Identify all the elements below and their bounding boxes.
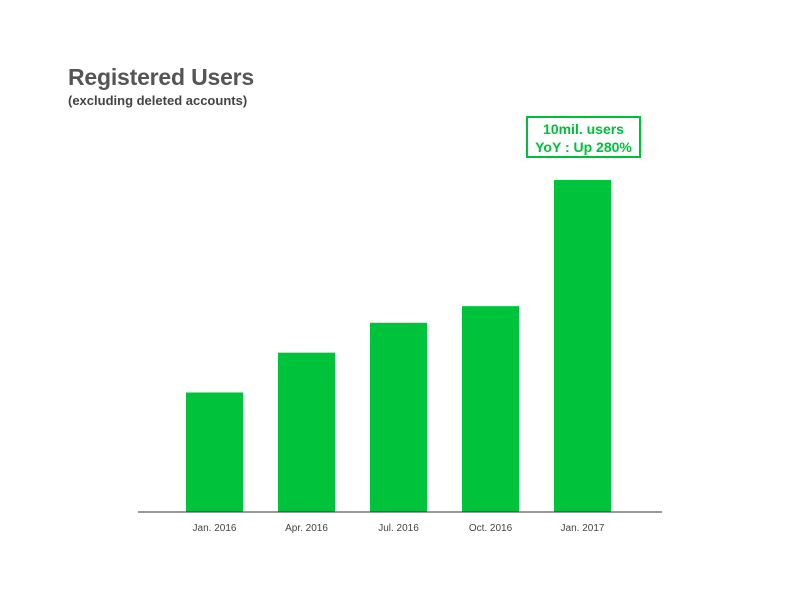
x-tick-label-2: Jul. 2016 <box>378 523 419 534</box>
bars-group <box>186 180 611 512</box>
x-tick-labels: Jan. 2016 Apr. 2016 Jul. 2016 Oct. 2016 Jan.… <box>193 523 605 534</box>
x-tick-label-3: Oct. 2016 <box>469 523 513 534</box>
bar-0 <box>186 392 243 512</box>
chart-subtitle: (excluding deleted accounts) <box>68 93 248 108</box>
chart-title: Registered Users <box>68 64 254 90</box>
callout-users: 10mil. users <box>543 121 624 137</box>
x-tick-label-1: Apr. 2016 <box>285 523 328 534</box>
callout-yoy: YoY : Up 280% <box>535 139 632 155</box>
bar-1 <box>278 352 335 512</box>
bar-4 <box>554 180 611 512</box>
bar-3 <box>462 306 519 512</box>
bar-2 <box>370 322 427 512</box>
callout-box: 10mil. users YoY : Up 280% <box>526 116 641 158</box>
x-tick-label-0: Jan. 2016 <box>193 523 237 534</box>
x-tick-label-4: Jan. 2017 <box>561 523 605 534</box>
